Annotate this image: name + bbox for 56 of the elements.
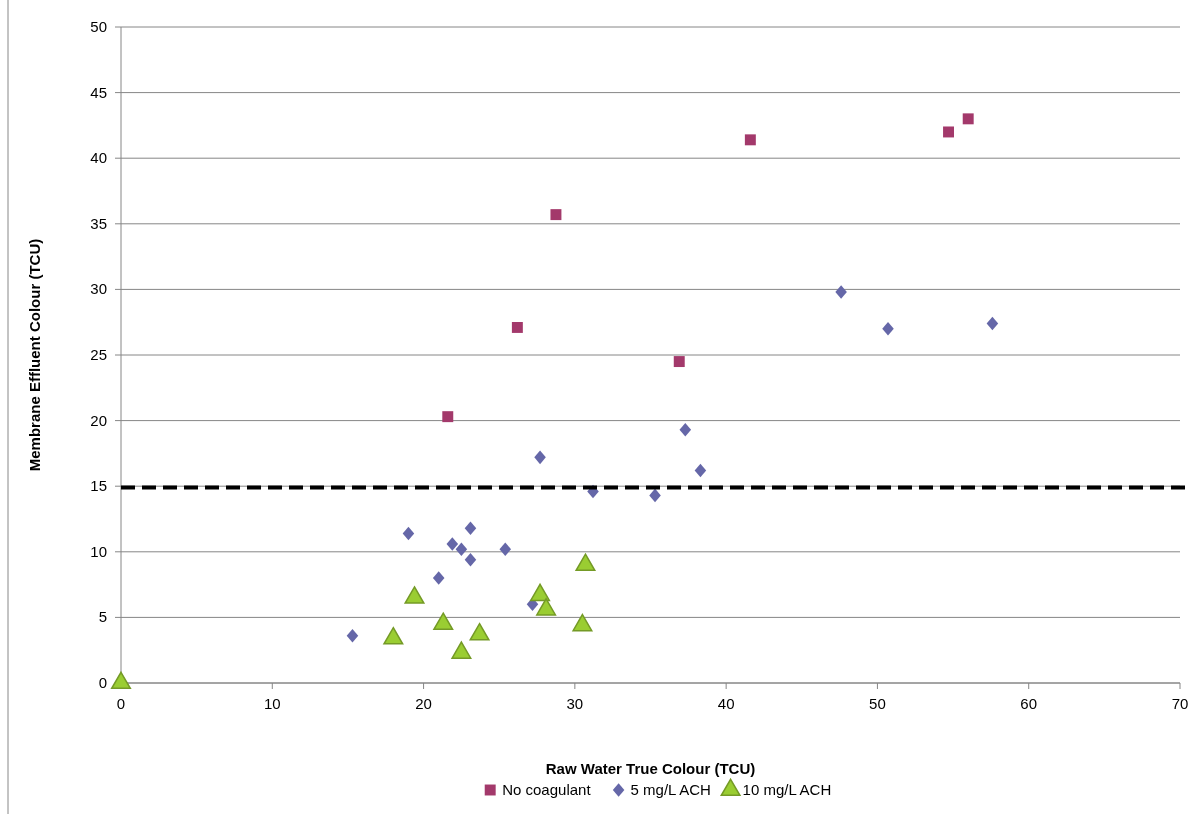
point [404, 586, 425, 604]
point [442, 411, 454, 423]
point [469, 622, 490, 641]
point [649, 488, 661, 503]
point [499, 542, 512, 556]
point [432, 571, 445, 585]
point [744, 134, 756, 146]
point [943, 126, 955, 138]
x-tick-label: 60 [1020, 695, 1038, 712]
point [835, 285, 847, 299]
point [575, 553, 596, 572]
point [550, 209, 562, 221]
point [110, 671, 132, 690]
point [433, 612, 454, 631]
point [464, 521, 477, 535]
y-tick-label: 30 [90, 280, 107, 298]
point [694, 463, 707, 478]
x-tick-label: 40 [717, 695, 735, 712]
point [673, 356, 685, 368]
x-tick-label: 20 [415, 695, 432, 712]
x-tick-label: 70 [1171, 695, 1189, 712]
y-tick-label: 0 [98, 674, 107, 691]
y-tick-label: 10 [90, 542, 107, 560]
point [511, 321, 523, 333]
y-tick-label: 15 [90, 477, 107, 495]
x-tick-label: 50 [869, 695, 886, 712]
y-tick-label: 5 [98, 608, 107, 626]
point [451, 641, 472, 659]
point [536, 598, 557, 616]
point [402, 526, 415, 541]
point [346, 628, 359, 643]
point [679, 422, 692, 437]
y-tick-label: 45 [90, 83, 107, 101]
point [446, 537, 459, 551]
y-tick-label: 50 [90, 18, 107, 35]
y-tick-label: 35 [90, 214, 107, 232]
x-tick-label: 10 [263, 695, 281, 712]
point [534, 450, 546, 465]
legend-label: 10 mg/L ACH [742, 781, 832, 798]
y-tick-label: 20 [90, 411, 107, 429]
point [986, 316, 999, 331]
x-axis-title: Raw Water True Colour (TCU) [545, 760, 756, 777]
point [530, 583, 551, 602]
y-axis-title: Membrane Effluent Colour (TCU) [26, 238, 43, 472]
x-tick-label: 30 [566, 695, 584, 712]
point [572, 613, 593, 632]
x-tick-label: 0 [116, 695, 126, 712]
point [962, 113, 974, 125]
legend-label: 5 mg/L ACH [630, 781, 711, 798]
legend-label: No coagulant [502, 781, 592, 798]
y-tick-label: 40 [90, 149, 107, 167]
point [464, 552, 477, 567]
point [383, 626, 404, 645]
point [455, 542, 468, 556]
y-tick-label: 25 [90, 346, 107, 363]
point [882, 321, 894, 336]
